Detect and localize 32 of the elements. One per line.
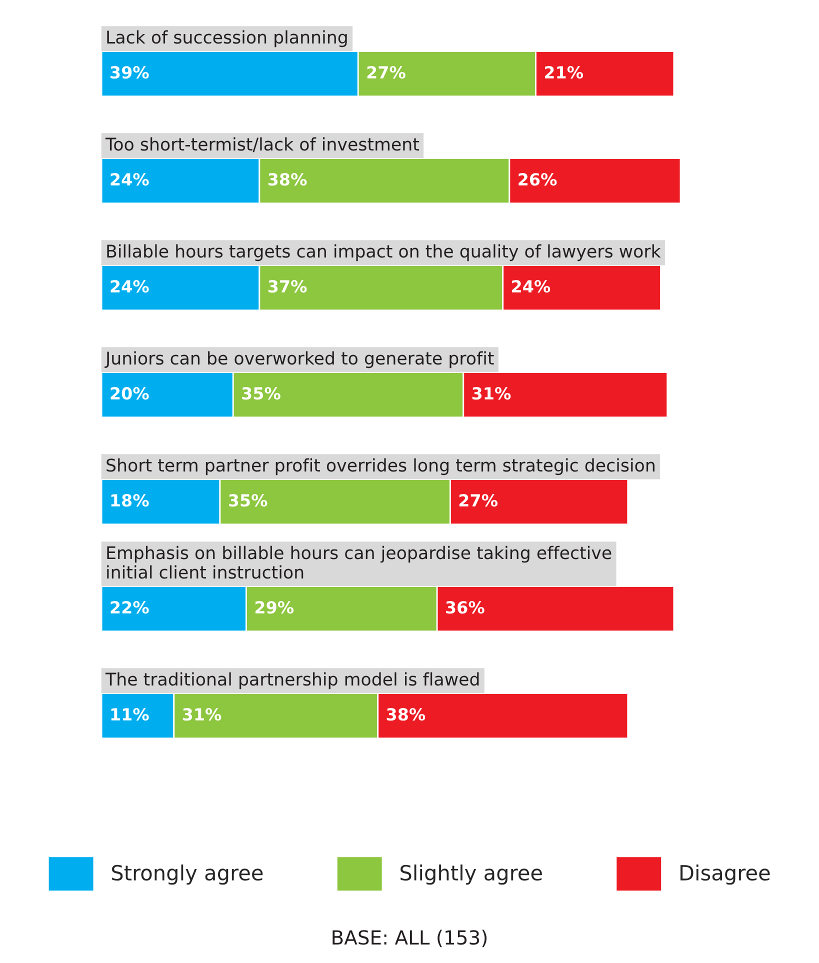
data-label: 31% [472,387,511,400]
y-tick-label: Short term partner profit overrides long term strategic decision [106,458,654,476]
legend-label: Slightly agree [400,864,542,885]
data-label: 31% [182,708,222,721]
data-label: 27% [459,494,498,507]
data-label: 24% [512,280,550,293]
y-tick-label: Lack of succession planning [107,30,347,48]
data-label: 24% [110,173,149,186]
data-label: 38% [268,173,307,186]
data-label: 29% [256,601,294,614]
data-label: 38% [386,708,426,721]
data-label: 35% [228,494,268,507]
data-label: 24% [110,280,149,293]
data-label: 21% [544,66,584,79]
y-tick-label: Too short-termist/lack of investment [105,137,420,152]
data-label: 36% [446,601,484,614]
legend-label: Disagree [680,864,770,885]
y-tick-label: Billable hours targets can impact on the quality of lawyers work [107,244,661,262]
data-label: 35% [242,387,280,400]
y-tick-label: Emphasis on billable hours can jeopardise taking effective initial client instruction [107,546,612,579]
y-tick-label: The traditional partnership model is flawed [105,672,479,690]
data-label: 27% [367,66,406,79]
data-label: 11% [111,708,149,721]
data-label: 20% [110,387,149,400]
legend-label: Strongly agree [112,864,263,885]
y-tick-label: Juniors can be overworked to generate profit [104,351,494,368]
data-label: 22% [110,601,149,614]
data-label: 18% [111,494,149,507]
data-label: 37% [268,280,307,293]
text: BASE: ALL (153) [332,930,487,948]
data-label: 39% [110,66,149,79]
data-label: 26% [518,173,557,186]
